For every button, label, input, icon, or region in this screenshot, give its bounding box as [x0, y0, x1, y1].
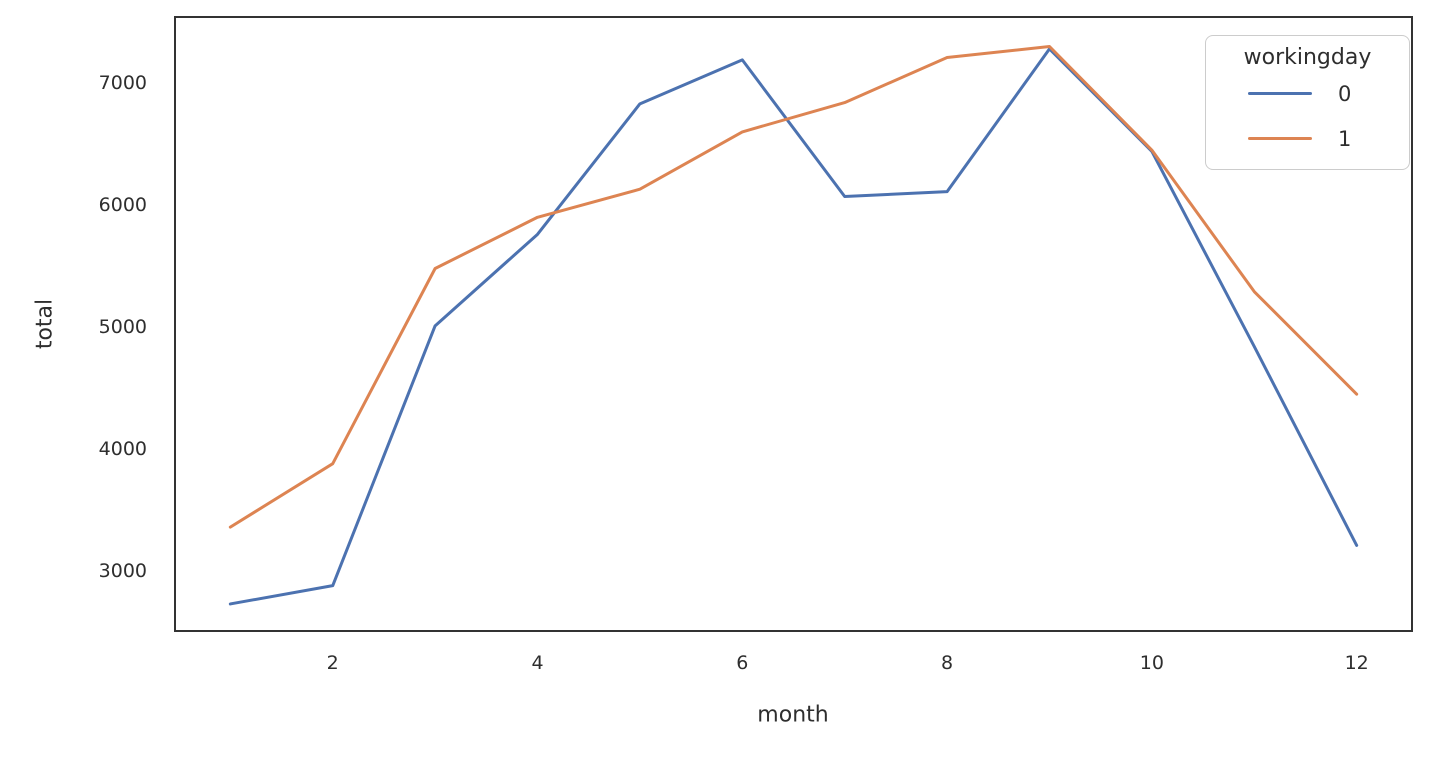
x-tick-6: 6 — [736, 652, 749, 674]
x-tick-4: 4 — [531, 652, 544, 674]
legend: workingday 0 1 — [1205, 35, 1410, 170]
y-tick-5000: 5000 — [98, 316, 147, 339]
line-workingday-0 — [228, 47, 1359, 606]
legend-item-workingday-1: 1 — [1206, 116, 1409, 161]
x-tick-2: 2 — [326, 652, 339, 674]
line-workingday-1 — [228, 44, 1359, 529]
series-lines — [228, 44, 1359, 606]
legend-line-swatch-1 — [1248, 137, 1312, 140]
x-axis-label: month — [757, 702, 829, 728]
y-tick-4000: 4000 — [98, 438, 147, 461]
y-tick-6000: 6000 — [98, 194, 147, 217]
y-tick-7000: 7000 — [98, 72, 147, 95]
legend-item-workingday-0: 0 — [1206, 71, 1409, 116]
legend-title: workingday — [1243, 45, 1372, 70]
y-tick-3000: 3000 — [98, 560, 147, 582]
axes-spines — [174, 16, 1413, 632]
legend-item-label: 0 — [1338, 81, 1352, 106]
y-axis-label: total — [32, 298, 58, 350]
x-tick-8: 8 — [941, 652, 954, 674]
legend-item-label: 1 — [1338, 126, 1352, 151]
x-tick-10: 10 — [1139, 652, 1164, 674]
x-tick-12: 12 — [1344, 652, 1369, 674]
legend-line-swatch-0 — [1248, 92, 1312, 95]
